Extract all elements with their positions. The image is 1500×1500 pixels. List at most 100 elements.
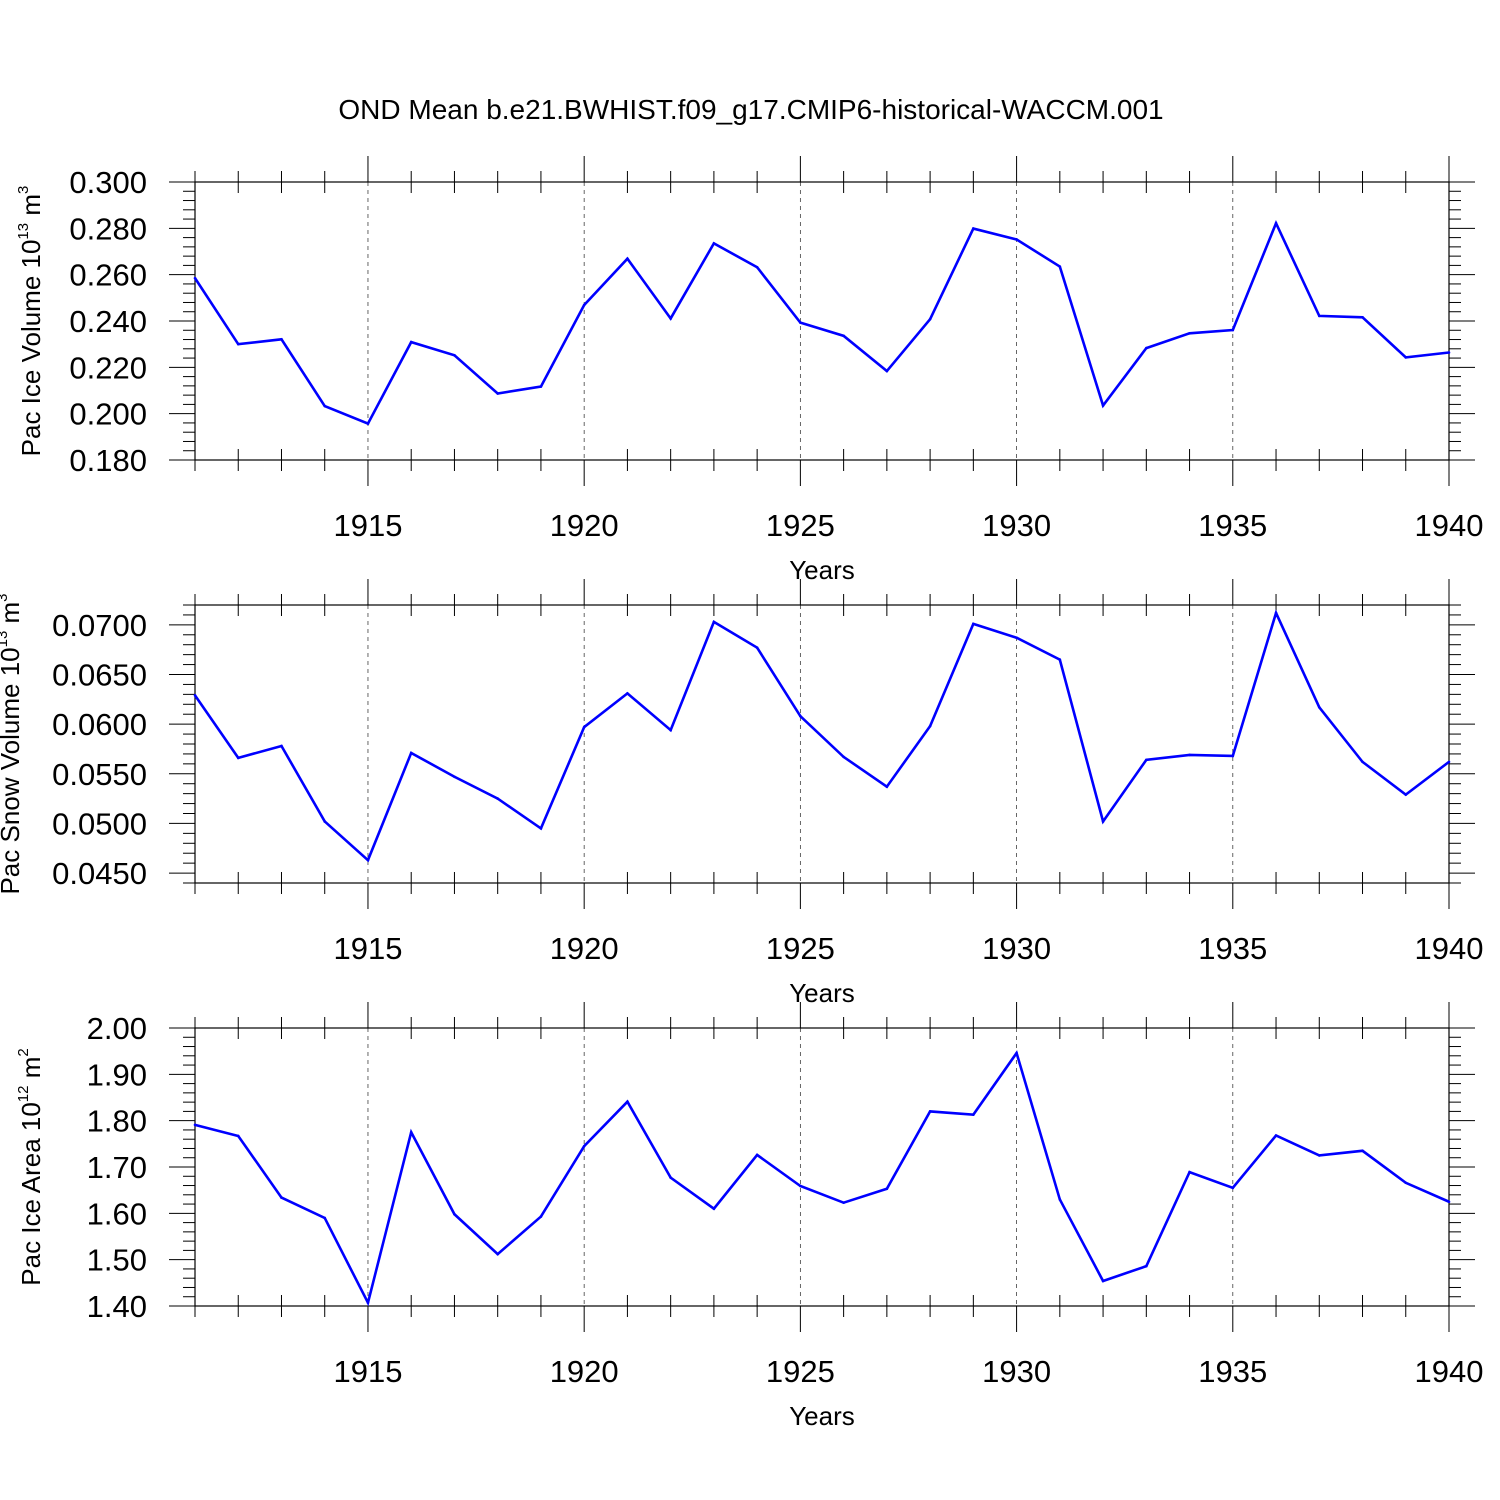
data-point [842,755,845,759]
data-point [323,404,327,408]
data-point [539,1215,543,1218]
y-axis-label-base: Pac Ice Area 10 [16,1102,46,1286]
y-axis-label-unit: m [16,1057,46,1086]
data-point [582,725,586,729]
data-point [1404,356,1408,359]
data-point [236,756,240,760]
data-point [1274,221,1278,225]
figure-title: OND Mean b.e21.BWHIST.f09_g17.CMIP6-hist… [338,94,1163,125]
y-axis-label: Pac Ice Volume 1013 m3 [15,186,46,457]
series-line [194,1050,1450,1307]
data-point [1361,315,1364,319]
data-point [669,728,672,732]
data-point [755,646,759,649]
y-tick-label: 1.80 [87,1104,147,1139]
y-tick-label: 0.0700 [52,608,147,643]
data-point [496,797,499,800]
data-point [453,1212,456,1216]
data-point [1145,1264,1148,1268]
data-point [1145,758,1148,762]
data-point [885,369,889,373]
data-point [1317,1154,1321,1157]
chart-panel-1: 0.180 0.200 0.220 0.240 0.260 0.280 0.300 1915 1… [15,156,1483,585]
y-tick-label: 0.220 [69,350,147,385]
data-point [1447,760,1451,764]
x-tick-label: 1925 [766,931,835,966]
data-point [1058,265,1062,268]
y-tick-label: 1.50 [87,1243,147,1278]
chart-panel-2: 0.0450 0.0500 0.0550 0.0600 0.0650 0.0700 1915… [0,579,1483,1008]
data-point [1447,1200,1451,1204]
data-point [928,724,932,728]
x-tick-label: 1940 [1415,508,1484,543]
data-point [626,257,629,260]
series-line [193,219,1450,426]
y-tick-label: 0.200 [69,397,147,432]
y-axis-label-unit-exponent: 3 [0,593,11,601]
x-tick-label: 1925 [766,1354,835,1389]
data-point [755,265,759,269]
data-point [842,334,845,338]
x-axis-label: Years [789,1401,855,1431]
data-point [1015,1051,1018,1055]
x-tick-label: 1925 [766,508,835,543]
data-point [1404,1181,1408,1185]
data-point [496,392,499,395]
data-point [193,276,197,280]
y-tick-label: 1.70 [87,1150,147,1185]
data-point [1101,404,1105,407]
data-point [1274,1134,1278,1137]
y-axis-label: Pac Ice Area 1012 m2 [15,1048,46,1285]
data-point [1145,346,1148,350]
x-tick-label: 1915 [333,931,402,966]
data-point [1015,238,1018,241]
plot-frame [194,1027,1450,1307]
data-point [972,1113,975,1116]
x-tick-label: 1930 [982,931,1051,966]
data-point [799,1184,802,1188]
data-point [409,751,413,755]
data-point [539,385,543,388]
y-tick-label: 0.240 [69,304,147,339]
y-tick-label: 1.90 [87,1057,147,1092]
y-axis-label: Pac Snow Volume 1013 m3 [0,593,25,894]
data-point [755,1153,759,1157]
data-point [366,858,370,862]
data-point [1015,636,1018,640]
data-point [453,353,456,357]
x-axis-label: Years [789,555,855,585]
x-tick-label: 1915 [333,508,402,543]
x-tick-label: 1920 [550,931,619,966]
data-point [626,692,629,695]
data-point [1317,705,1321,709]
chart-panel-3: 1.40 1.50 1.60 1.70 1.80 1.90 2.00 1915 1920 1925… [15,1002,1483,1431]
data-point [582,1144,586,1148]
data-point [1274,611,1278,615]
y-tick-label: 2.00 [87,1011,147,1046]
y-tick-label: 1.60 [87,1196,147,1231]
data-point [799,321,802,324]
data-point [409,340,413,344]
data-point [842,1201,845,1204]
y-axis-label-unit: m [0,602,25,631]
y-tick-label: 0.0500 [52,806,147,841]
data-point [712,1207,716,1210]
x-tick-label: 1935 [1198,508,1267,543]
series-line [193,609,1450,863]
y-axis-label-unit: m [16,194,46,223]
data-point [669,317,672,320]
data-point [409,1130,413,1134]
x-tick-label: 1920 [550,508,619,543]
y-tick-label: 0.180 [69,443,147,478]
data-point [323,820,327,823]
y-tick-label: 0.0650 [52,658,147,693]
y-tick-label: 1.40 [87,1289,147,1324]
data-point [323,1216,327,1220]
x-tick-label: 1920 [550,1354,619,1389]
data-point [885,1187,889,1191]
data-point [1188,753,1191,757]
data-point [193,1123,197,1127]
x-tick-label: 1940 [1415,931,1484,966]
